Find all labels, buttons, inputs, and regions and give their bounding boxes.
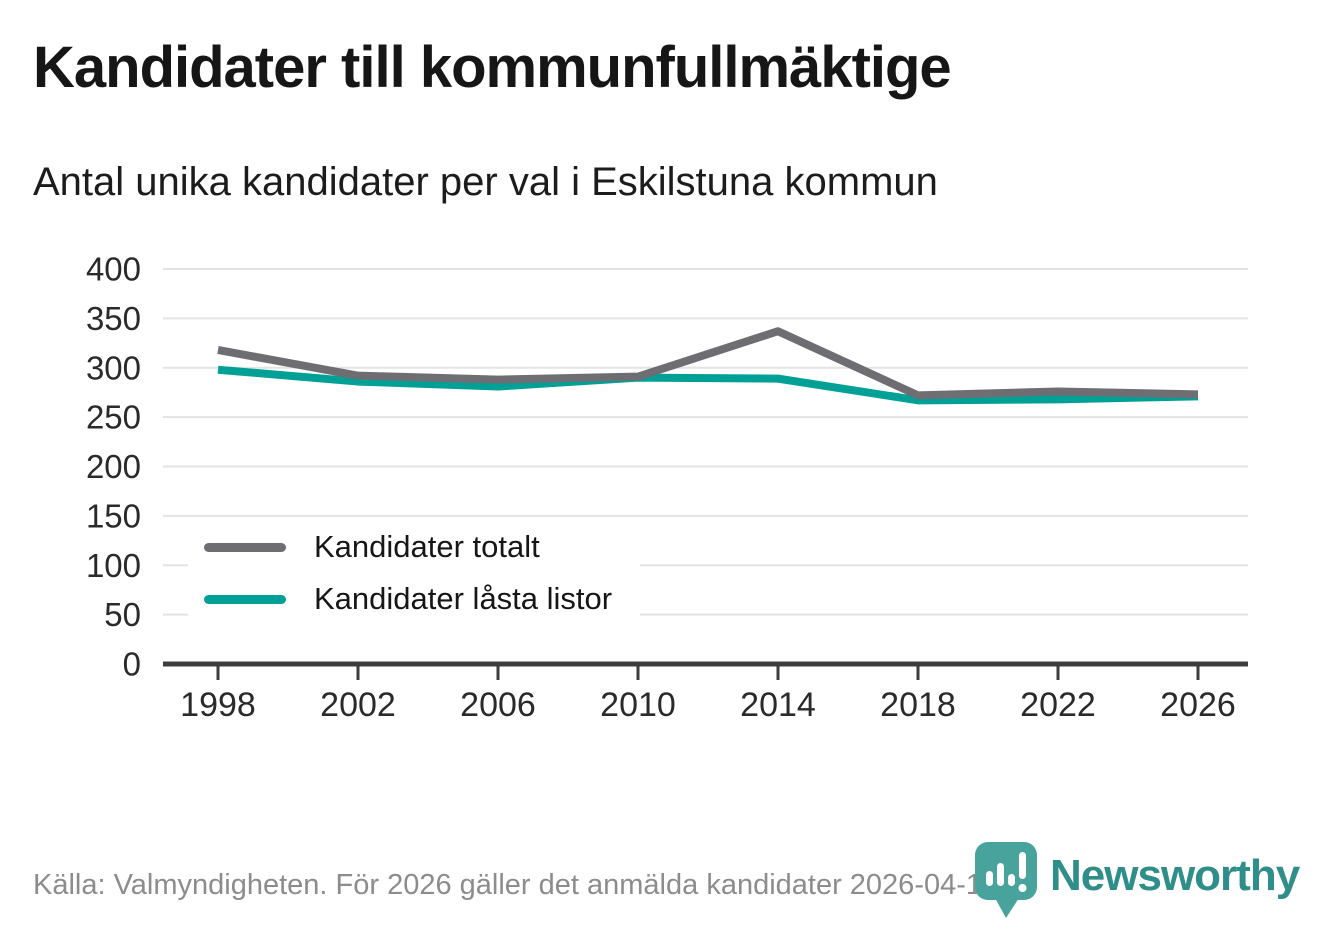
series-line-kandidater-totalt bbox=[217, 327, 1199, 400]
y-tick-label: 50 bbox=[104, 596, 141, 633]
legend-label: Kandidater låsta listor bbox=[314, 581, 613, 617]
x-tick-label: 2006 bbox=[460, 686, 536, 724]
newsworthy-pin-barchart-icon bbox=[975, 842, 1037, 918]
y-tick-label: 300 bbox=[86, 349, 141, 386]
x-tick-label: 2018 bbox=[880, 686, 956, 724]
legend-item-kandidater-lasta-listor: Kandidater låsta listor bbox=[188, 576, 641, 623]
chart-subtitle: Antal unika kandidater per val i Eskilst… bbox=[33, 160, 938, 204]
legend-swatch-gray-line bbox=[204, 542, 286, 552]
y-tick-label: 250 bbox=[86, 399, 141, 436]
source-note: Källa: Valmyndigheten. För 2026 gäller d… bbox=[33, 869, 1007, 901]
x-tick-label: 2026 bbox=[1160, 686, 1236, 724]
chart-legend: Kandidater totalt Kandidater låsta listo… bbox=[188, 524, 641, 623]
y-tick-label: 150 bbox=[86, 497, 141, 534]
x-tick-label: 1998 bbox=[180, 686, 256, 724]
legend-item-kandidater-totalt: Kandidater totalt bbox=[188, 524, 641, 571]
x-tick-label: 2010 bbox=[600, 686, 676, 724]
y-tick-label: 200 bbox=[86, 448, 141, 485]
y-tick-label: 100 bbox=[86, 547, 141, 584]
x-tick-label: 2014 bbox=[740, 686, 816, 724]
legend-label: Kandidater totalt bbox=[314, 529, 540, 564]
line-chart-canvas: 0 50 100 150 200 250 300 350 400 1998 2002 2006 2010… bbox=[86, 251, 1248, 724]
newsworthy-logo-text: Newsworthy bbox=[1050, 851, 1300, 900]
legend-swatch-teal-line bbox=[204, 594, 286, 604]
newsworthy-logo: Newsworthy bbox=[974, 841, 1300, 919]
chart-title: Kandidater till kommunfullmäktige bbox=[33, 35, 952, 100]
x-tick-label: 2002 bbox=[320, 686, 396, 724]
series-line-kandidater-lasta-listor bbox=[217, 365, 1199, 405]
x-tick-label: 2022 bbox=[1020, 686, 1096, 724]
y-tick-label: 400 bbox=[86, 251, 141, 288]
y-tick-label: 0 bbox=[123, 646, 141, 683]
y-tick-label: 350 bbox=[86, 300, 141, 337]
